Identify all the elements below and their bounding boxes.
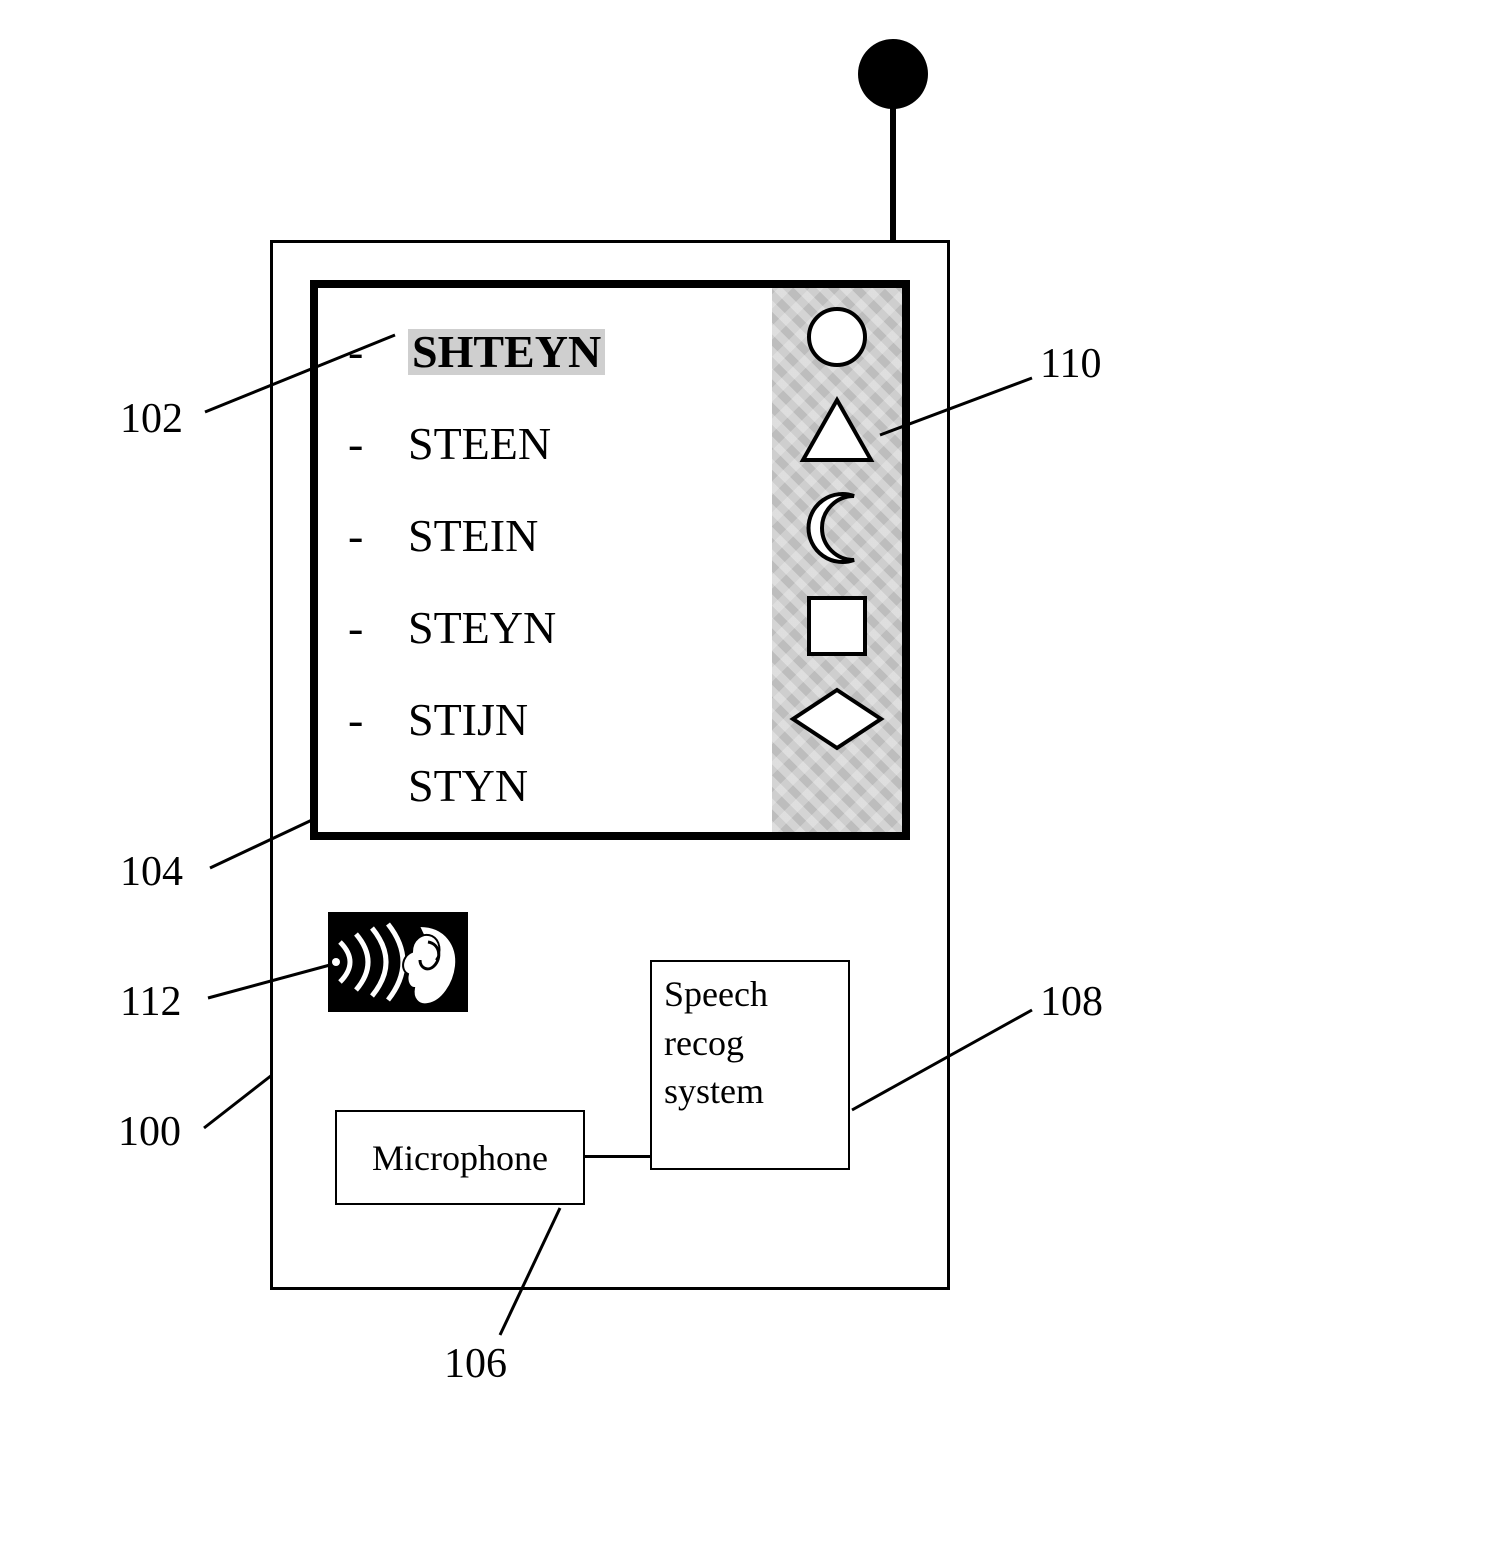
diagram-canvas: - SHTEYN - STEEN - STEIN - STEYN - STIJN	[0, 0, 1494, 1544]
leader-lines	[0, 0, 1494, 1544]
